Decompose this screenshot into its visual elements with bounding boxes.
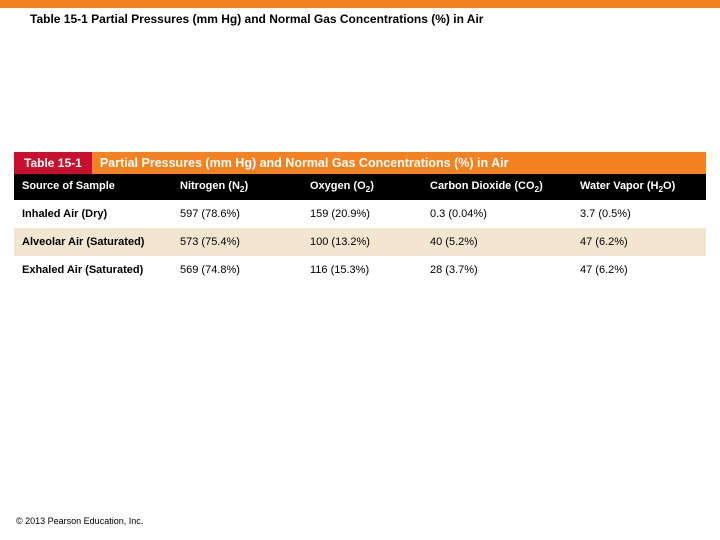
cell-co2: 28 (3.7%): [422, 256, 572, 284]
copyright-footer: © 2013 Pearson Education, Inc.: [16, 516, 143, 526]
table-container: Table 15-1 Partial Pressures (mm Hg) and…: [14, 152, 706, 284]
cell-n2: 573 (75.4%): [172, 228, 302, 256]
cell-n2: 569 (74.8%): [172, 256, 302, 284]
slide-title: Table 15-1 Partial Pressures (mm Hg) and…: [0, 8, 720, 26]
col-source: Source of Sample: [14, 174, 172, 200]
cell-o2: 100 (13.2%): [302, 228, 422, 256]
table-title: Partial Pressures (mm Hg) and Normal Gas…: [92, 156, 509, 170]
cell-source: Exhaled Air (Saturated): [14, 256, 172, 284]
accent-bar: [0, 0, 720, 8]
col-co2: Carbon Dioxide (CO2): [422, 174, 572, 200]
cell-h2o: 47 (6.2%): [572, 256, 706, 284]
cell-h2o: 3.7 (0.5%): [572, 200, 706, 228]
cell-n2: 597 (78.6%): [172, 200, 302, 228]
col-oxygen: Oxygen (O2): [302, 174, 422, 200]
table-badge: Table 15-1: [14, 152, 92, 174]
col-water: Water Vapor (H2O): [572, 174, 706, 200]
cell-co2: 0.3 (0.04%): [422, 200, 572, 228]
table-row: Exhaled Air (Saturated) 569 (74.8%) 116 …: [14, 256, 706, 284]
cell-o2: 159 (20.9%): [302, 200, 422, 228]
table-row: Inhaled Air (Dry) 597 (78.6%) 159 (20.9%…: [14, 200, 706, 228]
cell-o2: 116 (15.3%): [302, 256, 422, 284]
table-title-bar: Table 15-1 Partial Pressures (mm Hg) and…: [14, 152, 706, 174]
table-header-row: Source of Sample Nitrogen (N2) Oxygen (O…: [14, 174, 706, 200]
cell-h2o: 47 (6.2%): [572, 228, 706, 256]
cell-source: Alveolar Air (Saturated): [14, 228, 172, 256]
table-row: Alveolar Air (Saturated) 573 (75.4%) 100…: [14, 228, 706, 256]
col-nitrogen: Nitrogen (N2): [172, 174, 302, 200]
cell-source: Inhaled Air (Dry): [14, 200, 172, 228]
cell-co2: 40 (5.2%): [422, 228, 572, 256]
